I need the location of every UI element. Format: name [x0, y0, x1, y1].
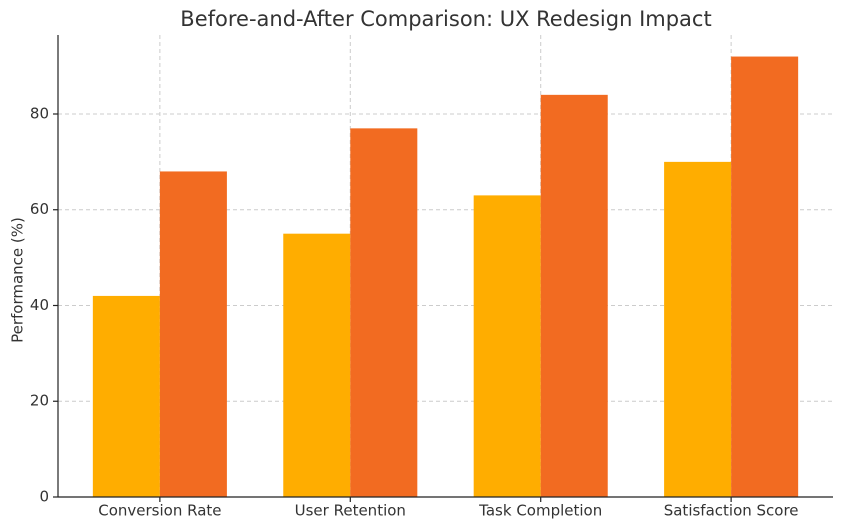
y-tick-label: 80 — [30, 104, 49, 122]
y-tick-label: 40 — [30, 296, 49, 314]
bar — [664, 161, 732, 497]
y-tick-label: 60 — [30, 200, 49, 218]
y-tick-label: 0 — [39, 488, 49, 506]
bar — [731, 56, 799, 498]
bar — [473, 195, 541, 497]
bar — [92, 295, 160, 497]
y-axis-label: Performance (%) — [9, 217, 27, 343]
y-tick-label: 20 — [30, 392, 49, 410]
bar — [540, 94, 608, 498]
x-tick-label: Satisfaction Score — [664, 502, 799, 520]
x-tick-label: Task Completion — [478, 502, 602, 520]
x-tick-label: Conversion Rate — [98, 502, 221, 520]
bar — [283, 233, 351, 497]
bar — [159, 171, 227, 497]
x-tick-label: User Retention — [295, 502, 406, 520]
bar — [350, 128, 418, 497]
chart-title: Before-and-After Comparison: UX Redesign… — [180, 7, 711, 31]
